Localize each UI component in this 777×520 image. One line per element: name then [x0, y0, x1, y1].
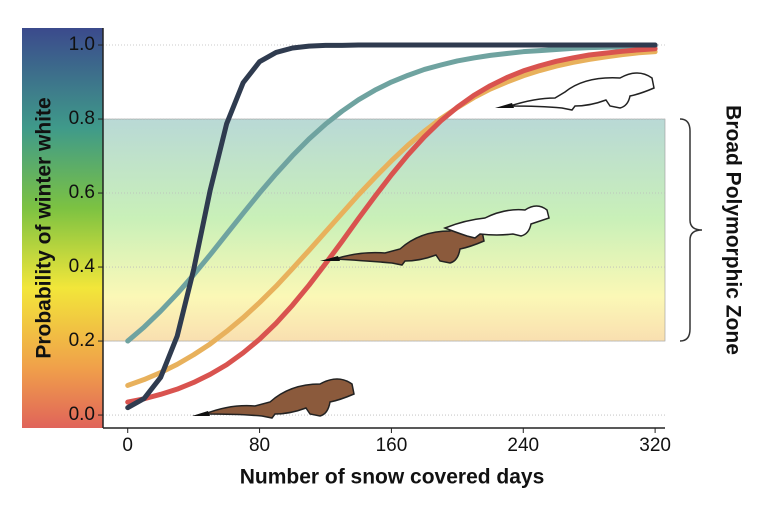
y-tick-label: 1.0 — [69, 34, 95, 55]
series-line — [125, 42, 658, 411]
x-tick-label: 240 — [507, 435, 539, 456]
y-tick-label: 0.0 — [69, 404, 95, 425]
series-line — [125, 49, 658, 388]
y-tick-label: 0.4 — [69, 256, 96, 277]
weasel-white-top — [495, 72, 655, 111]
y-tick-label: 0.8 — [69, 108, 95, 129]
x-tick-label: 0 — [122, 435, 133, 456]
series-line — [125, 46, 658, 405]
y-tick-label: 0.2 — [69, 330, 95, 351]
weasel-brown-low — [192, 378, 355, 419]
weasel-white-mid — [442, 205, 550, 239]
annotation: Broad Polymorphic Zone — [721, 105, 744, 355]
x-tick-label: 80 — [249, 435, 270, 456]
y-axis-title: Probability of winter white — [33, 97, 56, 358]
x-tick-label: 160 — [376, 435, 408, 456]
series-line — [125, 43, 658, 344]
brace — [679, 118, 703, 342]
x-tick-label: 320 — [639, 435, 671, 456]
y-tick-label: 0.6 — [69, 182, 95, 203]
polymorphic-band — [102, 118, 666, 342]
color-bar — [22, 28, 103, 428]
weasel-brown-mid — [320, 225, 485, 266]
x-axis-title: Number of snow covered days — [240, 466, 545, 489]
